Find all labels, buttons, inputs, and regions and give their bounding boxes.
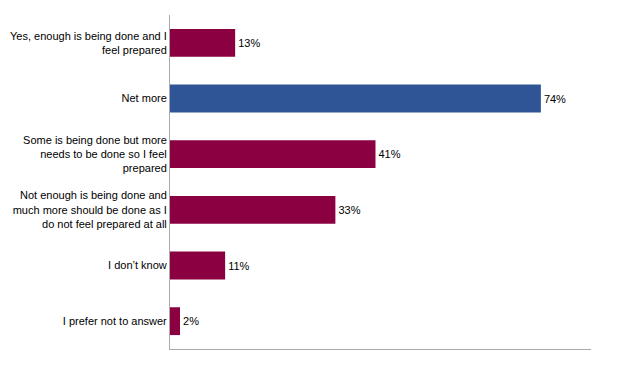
svg-text:74%: 74% [544, 93, 566, 105]
svg-text:Not enough is being done andmu: Not enough is being done andmuch more sh… [13, 189, 167, 230]
svg-text:33%: 33% [338, 204, 360, 216]
svg-text:I prefer not to answer: I prefer not to answer [63, 315, 167, 327]
svg-text:Some is being done but morenee: Some is being done but moreneeds to be d… [23, 134, 167, 175]
svg-text:I don’t know: I don’t know [108, 259, 167, 271]
svg-text:41%: 41% [378, 148, 400, 160]
svg-text:11%: 11% [228, 260, 249, 272]
svg-text:13%: 13% [238, 37, 260, 49]
svg-text:Yes, enough is being done and: Yes, enough is being done and Ifeel prep… [10, 30, 167, 56]
svg-text:2%: 2% [183, 315, 199, 327]
svg-text:Net more: Net more [122, 92, 167, 104]
